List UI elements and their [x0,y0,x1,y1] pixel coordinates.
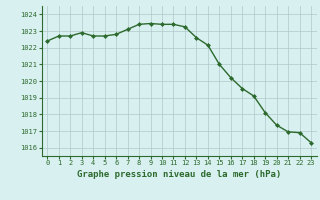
X-axis label: Graphe pression niveau de la mer (hPa): Graphe pression niveau de la mer (hPa) [77,170,281,179]
